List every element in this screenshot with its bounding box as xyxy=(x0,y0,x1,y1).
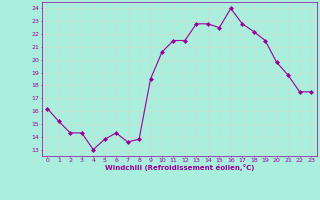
X-axis label: Windchill (Refroidissement éolien,°C): Windchill (Refroidissement éolien,°C) xyxy=(105,164,254,171)
